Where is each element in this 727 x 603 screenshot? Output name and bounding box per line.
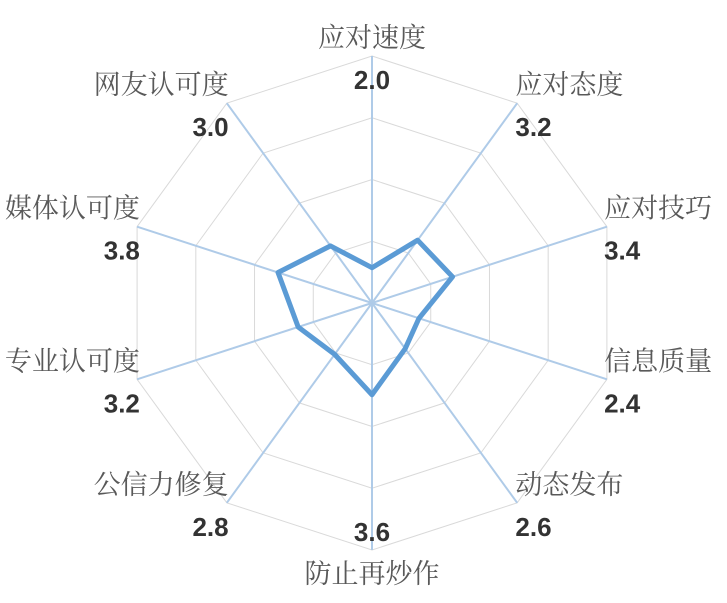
svg-text:3.8: 3.8 <box>104 236 140 266</box>
svg-text:防止再炒作: 防止再炒作 <box>305 552 440 591</box>
svg-text:应对技巧: 应对技巧 <box>604 187 712 226</box>
svg-text:3.6: 3.6 <box>354 517 390 547</box>
svg-text:3.4: 3.4 <box>604 236 641 266</box>
svg-text:应对速度: 应对速度 <box>318 16 426 55</box>
svg-text:专业认可度: 专业认可度 <box>5 339 140 378</box>
svg-text:2.6: 2.6 <box>515 512 551 542</box>
svg-text:2.8: 2.8 <box>192 512 228 542</box>
svg-text:3.0: 3.0 <box>192 112 228 142</box>
svg-text:公信力修复: 公信力修复 <box>94 463 229 502</box>
svg-text:3.2: 3.2 <box>515 112 551 142</box>
svg-text:2.0: 2.0 <box>354 65 390 95</box>
svg-text:信息质量: 信息质量 <box>604 339 712 378</box>
svg-text:2.4: 2.4 <box>604 388 641 418</box>
svg-text:应对态度: 应对态度 <box>515 63 623 102</box>
svg-text:动态发布: 动态发布 <box>515 463 623 502</box>
svg-text:网友认可度: 网友认可度 <box>94 63 229 102</box>
svg-text:3.2: 3.2 <box>104 388 140 418</box>
svg-text:媒体认可度: 媒体认可度 <box>5 187 140 226</box>
